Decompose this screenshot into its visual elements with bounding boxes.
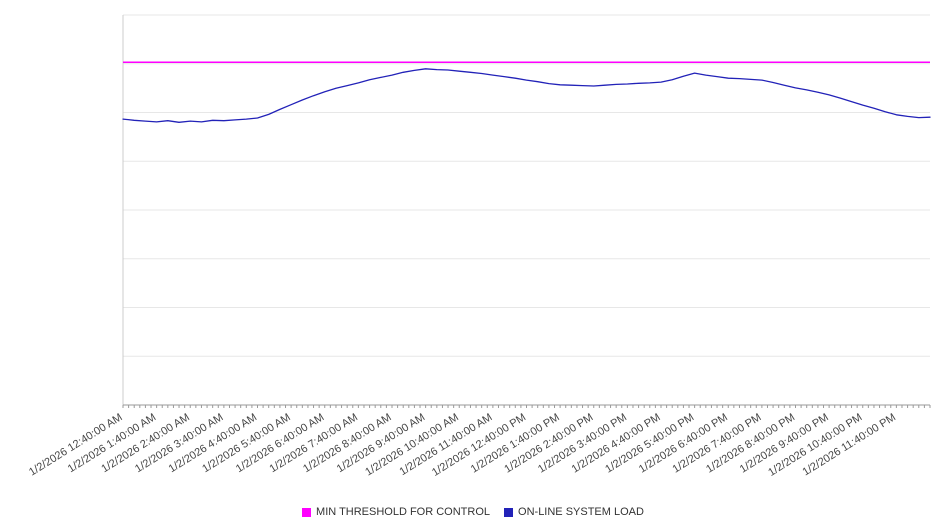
legend-label-threshold: MIN THRESHOLD FOR CONTROL bbox=[316, 506, 491, 518]
chart-plot-area: 1/2/2026 12:40:00 AM1/2/2026 1:40:00 AM1… bbox=[27, 14, 931, 479]
legend-label-system-load: ON-LINE SYSTEM LOAD bbox=[518, 506, 644, 518]
legend-item-system-load: ON-LINE SYSTEM LOAD bbox=[504, 506, 644, 518]
chart-legend: MIN THRESHOLD FOR CONTROL ON-LINE SYSTEM… bbox=[0, 506, 946, 518]
threshold-color-swatch bbox=[302, 507, 312, 517]
system-load-color-swatch bbox=[504, 507, 514, 517]
legend-item-threshold: MIN THRESHOLD FOR CONTROL bbox=[302, 506, 490, 518]
system-load-line bbox=[122, 68, 931, 123]
